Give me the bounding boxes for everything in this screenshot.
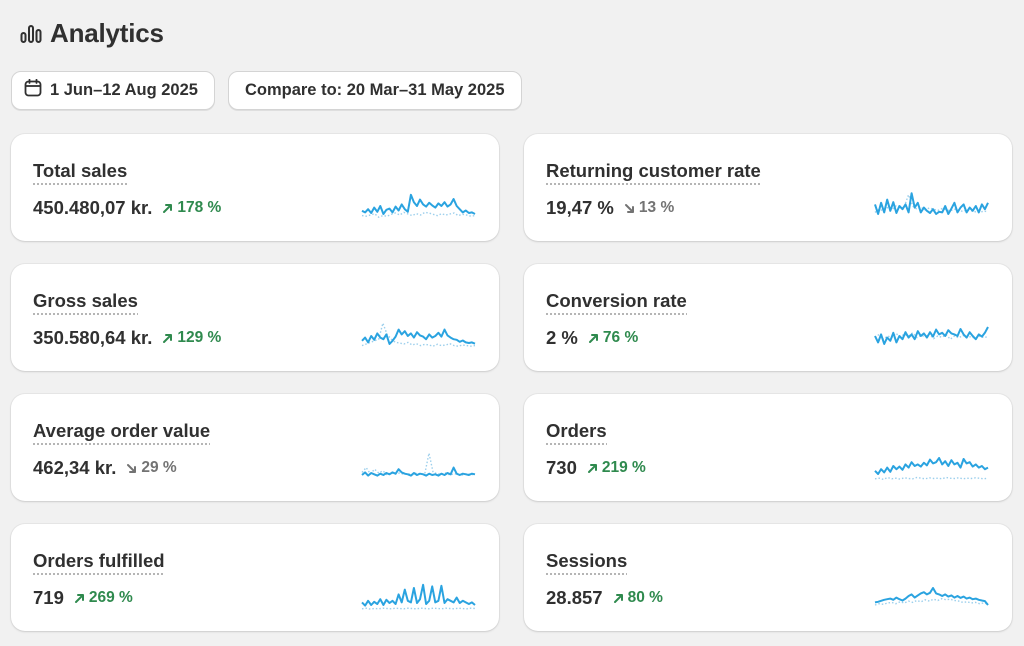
metric-title[interactable]: Orders fulfilled [33,550,165,575]
sparkline-chart [874,457,989,481]
change-value: 13 % [638,199,675,216]
metric-value: 719 [33,587,64,608]
change-value: 219 % [601,459,646,476]
change-badge: 178 % [162,199,221,217]
trend-icon [613,593,624,604]
change-badge: 29 % [126,459,177,477]
comparison-series-line [874,192,989,214]
metric-value: 2 % [546,327,578,348]
current-series-line [361,583,476,607]
trend-icon [162,203,173,214]
metric-value: 462,34 kr. [33,457,117,478]
date-range-button[interactable]: 1 Jun–12 Aug 2025 [11,71,215,110]
change-badge: 269 % [74,589,133,607]
metric-title[interactable]: Average order value [33,420,211,445]
metric-value: 350.580,64 kr. [33,327,153,348]
change-value: 178 % [177,199,222,216]
toolbar: 1 Jun–12 Aug 2025 Compare to: 20 Mar–31 … [11,71,522,110]
metric-value: 450.480,07 kr. [33,197,153,218]
change-badge: 80 % [613,589,663,607]
trend-icon [74,593,85,604]
current-series-line [874,457,989,475]
change-badge: 219 % [587,459,646,477]
sparkline-chart [874,326,989,345]
metric-card-returning-customer-rate[interactable]: Returning customer rate 19,47 % 13 % [524,134,1012,241]
metric-value: 19,47 % [546,197,614,218]
compare-to-button[interactable]: Compare to: 20 Mar–31 May 2025 [227,71,522,110]
metric-card-conversion-rate[interactable]: Conversion rate 2 % 76 % [524,264,1012,371]
change-value: 76 % [602,329,639,346]
trend-icon [588,333,599,344]
metric-card-sessions[interactable]: Sessions 28.857 80 % [524,524,1012,631]
metric-title[interactable]: Orders [546,420,607,445]
metric-card-total-sales[interactable]: Total sales 450.480,07 kr. 178 % [11,134,499,241]
change-badge: 13 % [624,199,674,217]
metric-card-orders-fulfilled[interactable]: Orders fulfilled 719 269 % [11,524,499,631]
metric-card-orders[interactable]: Orders 730 219 % [524,394,1012,501]
page-header: Analytics [20,18,164,49]
metric-value: 28.857 [546,587,603,608]
metric-title[interactable]: Total sales [33,160,128,185]
trend-icon [587,463,598,474]
sparkline-chart [874,192,989,215]
change-value: 269 % [88,589,133,606]
comparison-series-line [361,211,476,219]
metric-title[interactable]: Returning customer rate [546,160,761,185]
change-badge: 76 % [588,329,638,347]
sparkline-chart [361,583,476,610]
metric-title[interactable]: Sessions [546,550,628,575]
date-range-label: 1 Jun–12 Aug 2025 [50,81,198,99]
trend-icon [126,463,137,474]
metric-card-average-order-value[interactable]: Average order value 462,34 kr. 29 % [11,394,499,501]
current-series-line [361,193,476,215]
compare-to-label: Compare to: 20 Mar–31 May 2025 [244,81,505,99]
change-badge: 129 % [162,329,221,347]
metrics-grid: Total sales 450.480,07 kr. 178 % Returni… [11,134,1012,631]
comparison-series-line [874,476,989,481]
trend-icon [162,333,173,344]
current-series-line [874,587,989,606]
current-series-line [874,326,989,345]
sparkline-chart [361,453,476,477]
comparison-series-line [874,597,989,606]
bar-chart-icon [20,24,42,44]
comparison-series-line [361,607,476,610]
change-value: 129 % [177,329,222,346]
page-title: Analytics [50,18,164,48]
sparkline-chart [361,193,476,219]
sparkline-chart [874,587,989,606]
change-value: 80 % [627,589,663,606]
current-series-line [361,328,476,345]
current-series-line [361,466,476,477]
comparison-series-line [874,331,989,341]
change-value: 29 % [141,459,177,476]
metric-title[interactable]: Conversion rate [546,290,687,315]
calendar-icon [24,78,42,102]
sparkline-chart [361,320,476,347]
metric-title[interactable]: Gross sales [33,290,138,315]
trend-icon [624,203,635,214]
comparison-series-line [361,453,476,476]
metric-value: 730 [546,457,577,478]
metric-card-gross-sales[interactable]: Gross sales 350.580,64 kr. 129 % [11,264,499,371]
current-series-line [874,192,989,215]
